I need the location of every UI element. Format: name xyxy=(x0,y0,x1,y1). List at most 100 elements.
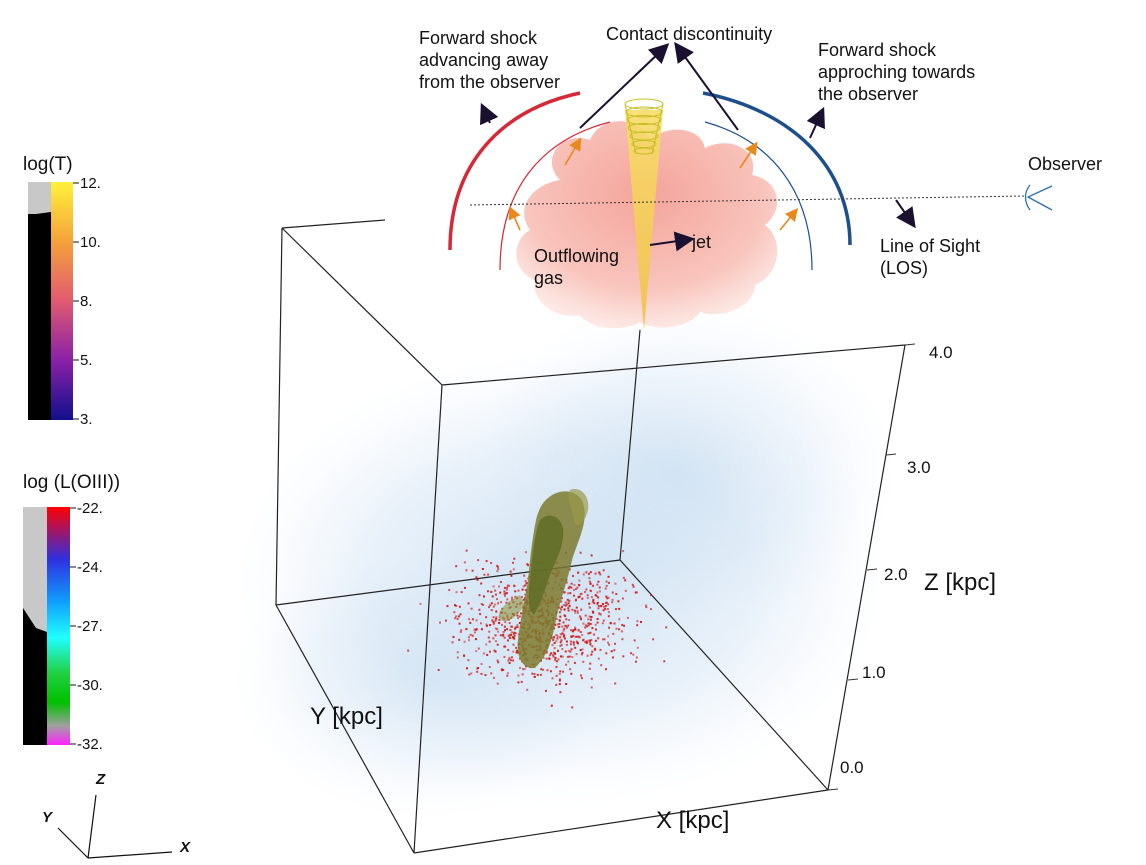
emission-point xyxy=(555,640,558,643)
emission-point xyxy=(623,624,626,627)
emission-point xyxy=(520,612,523,615)
emission-point xyxy=(519,657,521,660)
emission-point xyxy=(575,606,578,609)
emission-point xyxy=(588,606,591,609)
emission-point xyxy=(573,643,575,646)
emission-point xyxy=(559,691,562,694)
emission-point xyxy=(597,607,600,610)
emission-point xyxy=(563,608,566,611)
emission-point xyxy=(497,568,500,571)
forward-shock-away-line1: Forward shock xyxy=(419,28,538,48)
emission-point xyxy=(599,648,602,651)
emission-point xyxy=(505,592,508,595)
emission-point xyxy=(586,625,589,628)
emission-point xyxy=(570,635,573,638)
emission-point xyxy=(624,589,627,592)
emission-point xyxy=(465,549,468,552)
emission-point xyxy=(565,640,568,643)
emission-point xyxy=(624,579,627,582)
outflowing-gas-label-line2: gas xyxy=(534,268,563,288)
emission-point xyxy=(602,569,605,572)
emission-point xyxy=(604,587,607,590)
emission-point xyxy=(589,631,592,634)
emission-point xyxy=(665,626,668,629)
emission-point xyxy=(511,656,513,659)
emission-point xyxy=(550,704,553,707)
emission-point xyxy=(604,607,607,610)
emission-point xyxy=(567,587,570,590)
emission-point xyxy=(588,639,591,642)
emission-point xyxy=(618,628,621,631)
emission-point xyxy=(590,677,593,680)
emission-point xyxy=(607,596,610,599)
emission-point xyxy=(554,658,556,661)
emission-point xyxy=(569,592,572,595)
emission-point xyxy=(596,601,599,604)
emission-point xyxy=(526,563,529,566)
emission-point xyxy=(631,583,634,586)
emission-point xyxy=(471,634,474,637)
emission-point xyxy=(539,673,542,676)
emission-point xyxy=(621,630,623,633)
emission-point xyxy=(607,641,609,644)
emission-point xyxy=(567,649,570,652)
emission-point xyxy=(563,627,566,630)
emission-point xyxy=(448,589,451,591)
emission-point xyxy=(578,595,581,598)
emission-point xyxy=(589,622,592,625)
emission-point xyxy=(580,674,583,677)
forward-shock-toward-arc xyxy=(702,91,852,246)
emission-point xyxy=(475,650,478,653)
emission-point xyxy=(545,657,548,660)
emission-point xyxy=(562,670,564,673)
emission-point xyxy=(468,618,471,621)
emission-point xyxy=(571,706,574,709)
emission-point xyxy=(489,650,491,653)
emission-point xyxy=(645,604,648,607)
emission-point xyxy=(573,609,576,612)
emission-point xyxy=(517,674,520,677)
emission-point xyxy=(589,571,592,574)
emission-point xyxy=(508,662,511,664)
emission-point xyxy=(557,625,560,628)
colorbar-oiii-tick-1: -24. xyxy=(77,559,103,576)
emission-point xyxy=(482,652,485,655)
emission-point xyxy=(525,589,528,592)
emission-point xyxy=(502,630,505,633)
emission-point xyxy=(590,639,593,641)
emission-point xyxy=(650,608,652,611)
emission-point xyxy=(506,628,509,631)
emission-point xyxy=(590,686,593,689)
emission-point xyxy=(515,646,517,649)
emission-point xyxy=(596,591,599,594)
emission-point xyxy=(602,619,605,622)
emission-point xyxy=(580,608,583,611)
emission-point xyxy=(565,663,568,666)
line-of-sight-label-line1: Line of Sight xyxy=(880,236,980,256)
emission-point xyxy=(521,596,523,598)
emission-point xyxy=(549,670,552,673)
emission-point xyxy=(496,564,499,567)
emission-point xyxy=(512,561,514,564)
emission-point xyxy=(565,603,568,606)
emission-point xyxy=(576,610,579,612)
emission-point xyxy=(502,669,505,671)
emission-point xyxy=(560,600,563,603)
emission-point xyxy=(506,586,509,589)
colorbar-temperature-tick-2: 8. xyxy=(80,293,93,310)
z-tick-0: 0.0 xyxy=(840,758,864,777)
emission-point xyxy=(568,605,571,607)
emission-point xyxy=(551,644,554,647)
emission-point xyxy=(567,624,570,627)
emission-point xyxy=(559,655,562,658)
colorbar-oiii-tick-2: -27. xyxy=(77,618,103,635)
emission-point xyxy=(597,637,600,640)
emission-point xyxy=(608,626,611,629)
emission-point xyxy=(584,624,587,627)
emission-point xyxy=(476,670,479,673)
emission-point xyxy=(570,586,573,589)
emission-point xyxy=(505,601,508,604)
z-tick-1: 1.0 xyxy=(862,663,886,682)
emission-point xyxy=(483,573,486,576)
